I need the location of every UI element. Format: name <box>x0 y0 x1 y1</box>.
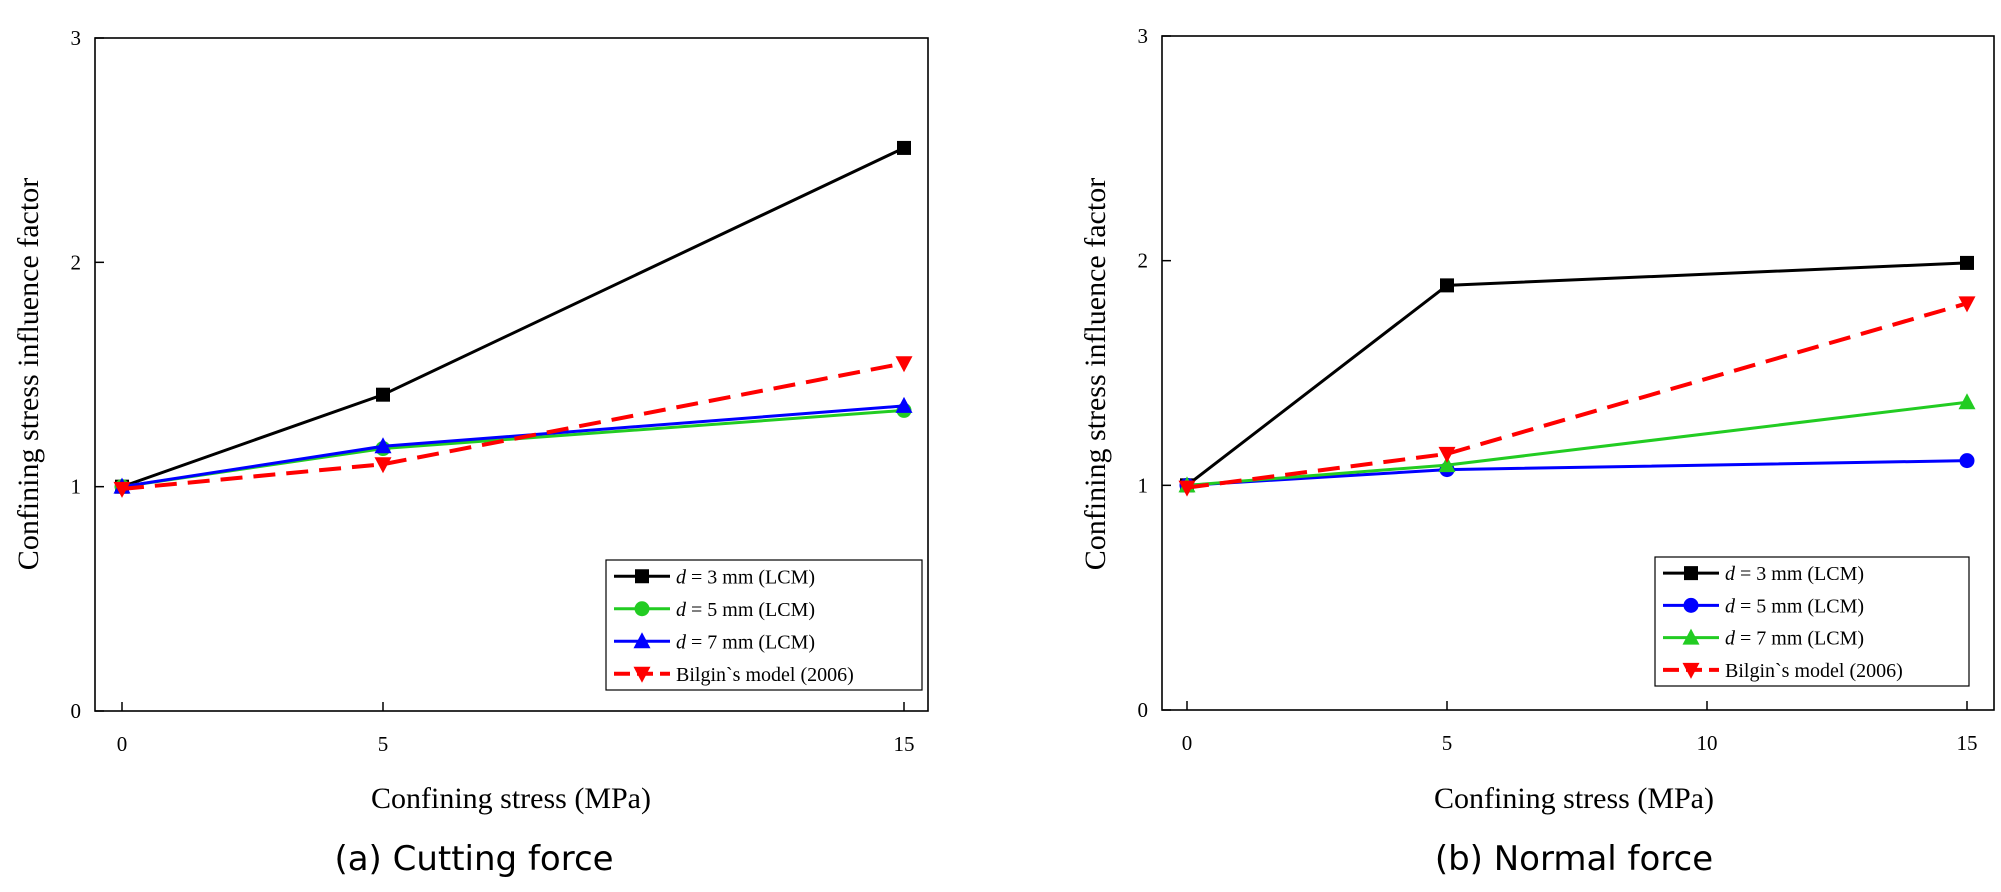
data-point <box>897 140 911 155</box>
legend-label-prefix: d <box>676 599 687 621</box>
legend-label: Bilgin`s model (2006) <box>676 664 854 686</box>
legend-label: d = 7 mm (LCM) <box>676 631 815 653</box>
legend-label-prefix: d <box>1725 628 1736 650</box>
legend-label-text: = 3 mm (LCM) <box>1735 563 1864 585</box>
legend-label-text: = 3 mm (LCM) <box>686 566 815 588</box>
legend-marker <box>1684 566 1698 581</box>
legend-label: d = 7 mm (LCM) <box>1725 628 1864 650</box>
data-point <box>374 437 392 454</box>
x-tick-label: 5 <box>378 732 389 756</box>
series-line <box>1186 261 1968 487</box>
data-point <box>1438 456 1456 473</box>
data-point <box>1438 446 1456 463</box>
legend-label-prefix: d <box>1725 595 1736 617</box>
data-point <box>113 481 131 498</box>
series-3 <box>1178 296 1976 497</box>
x-axis-label: Confining stress (MPa) <box>1434 782 1714 815</box>
y-axis-label: Confining stress influence factor <box>1079 178 1112 570</box>
x-tick-label: 15 <box>894 732 915 756</box>
legend-label-prefix: d <box>1725 563 1736 585</box>
data-point <box>1958 393 1976 410</box>
series-2 <box>1178 393 1976 493</box>
legend-box <box>1654 556 1970 687</box>
legend: d = 3 mm (LCM)d = 5 mm (LCM)d = 7 mm (LC… <box>605 559 923 691</box>
legend-label-prefix: d <box>676 566 687 588</box>
data-point <box>895 356 913 373</box>
chart-normal-force: 0 1 2 3 0 5 10 15 Confining stress (MPa) Confinin… <box>1079 24 1995 879</box>
legend-label: d = 3 mm (LCM) <box>676 566 815 588</box>
legend-label-text: Bilgin`s model (2006) <box>1725 660 1903 682</box>
legend-marker <box>1682 628 1700 645</box>
x-tick-label: 0 <box>1182 731 1193 755</box>
legend-marker <box>1682 662 1700 679</box>
y-tick-label: 0 <box>71 699 82 723</box>
legend-marker <box>633 666 651 683</box>
x-tick-label: 0 <box>117 732 128 756</box>
x-tick-label: 15 <box>1957 731 1978 755</box>
legend-marker <box>634 601 650 617</box>
legend-label: d = 5 mm (LCM) <box>1725 595 1864 617</box>
series-line <box>121 361 905 491</box>
legend-label: Bilgin`s model (2006) <box>1725 660 1903 682</box>
y-tick-label: 2 <box>71 250 82 274</box>
plot-frame <box>94 37 929 712</box>
legend-box <box>605 559 923 691</box>
series-line <box>1186 301 1968 490</box>
data-point <box>1440 278 1454 293</box>
x-tick-label: 10 <box>1697 731 1718 755</box>
legend-marker <box>635 569 649 584</box>
data-point <box>1178 480 1196 497</box>
y-tick-label: 3 <box>71 26 82 50</box>
data-point <box>1960 255 1974 270</box>
y-tick-label: 2 <box>1138 249 1149 273</box>
legend-label-text: = 5 mm (LCM) <box>686 599 815 621</box>
chart-caption: (b) Normal force <box>1435 839 1713 879</box>
y-tick-label: 1 <box>71 475 82 499</box>
legend-label-text: = 7 mm (LCM) <box>686 631 815 653</box>
legend-label: d = 3 mm (LCM) <box>1725 563 1864 585</box>
x-axis-label: Confining stress (MPa) <box>371 782 651 815</box>
series-0 <box>1180 255 1974 493</box>
y-tick-label: 1 <box>1138 473 1149 497</box>
legend-label: d = 5 mm (LCM) <box>676 599 815 621</box>
x-tick-label: 5 <box>1442 731 1453 755</box>
legend-marker <box>1683 597 1699 613</box>
series-0 <box>115 140 911 494</box>
series-3 <box>113 356 913 498</box>
legend-marker <box>633 632 651 649</box>
legend-label-text: Bilgin`s model (2006) <box>676 664 854 686</box>
data-point <box>1958 296 1976 313</box>
legend-label-prefix: d <box>676 631 687 653</box>
y-axis-label: Confining stress influence factor <box>12 178 45 570</box>
series-line <box>121 408 905 489</box>
y-tick-label: 3 <box>1138 24 1149 48</box>
y-tick-label: 0 <box>1138 698 1149 722</box>
data-point <box>895 396 913 413</box>
plot-frame <box>1161 35 1995 711</box>
chart-cutting-force: 0 1 2 3 0 5 15 Confining stress (MPa) Confining … <box>12 26 929 879</box>
data-point <box>1959 453 1975 469</box>
chart-caption: (a) Cutting force <box>334 839 613 879</box>
legend-label-text: = 7 mm (LCM) <box>1735 628 1864 650</box>
data-point <box>376 387 390 402</box>
legend: d = 3 mm (LCM)d = 5 mm (LCM)d = 7 mm (LC… <box>1654 556 1970 687</box>
legend-label-text: = 5 mm (LCM) <box>1735 595 1864 617</box>
data-point <box>374 457 392 474</box>
